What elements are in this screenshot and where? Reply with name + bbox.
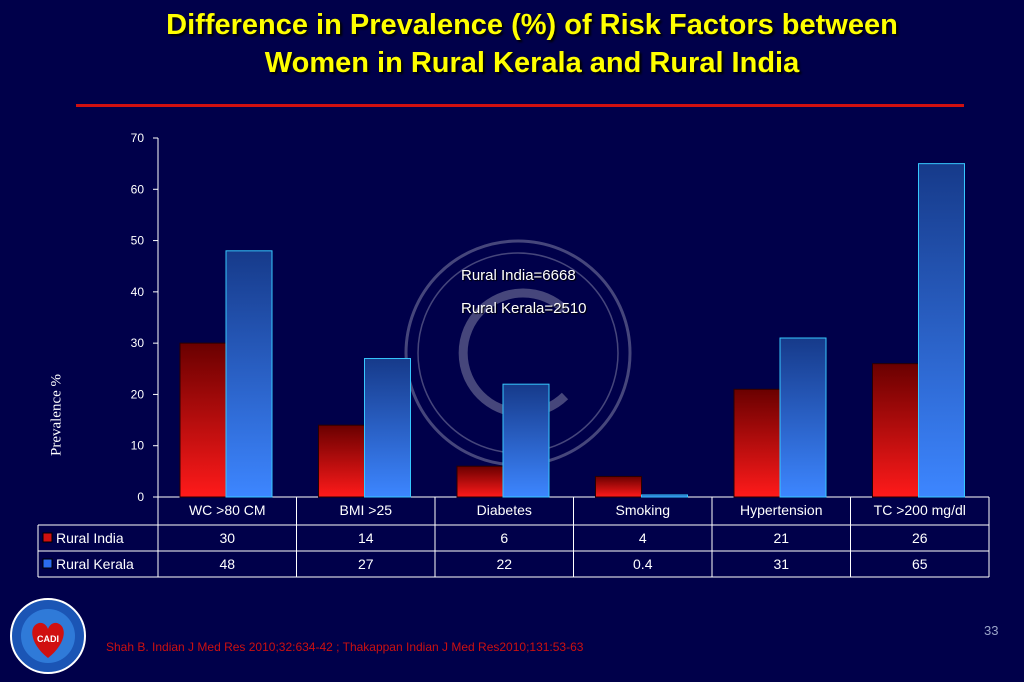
y-tick-label: 10: [131, 439, 145, 453]
legend-label: Rural India: [56, 530, 124, 546]
data-label: 6: [500, 530, 508, 546]
bar-rural-india: [872, 363, 919, 498]
citation-footnote: Shah B. Indian J Med Res 2010;32:634-42 …: [106, 640, 584, 654]
bar-rural-india: [456, 465, 504, 498]
legend-swatch: [42, 558, 53, 569]
y-axis-label: Prevalence %: [48, 373, 65, 457]
data-label: 26: [912, 530, 928, 546]
bar-rural-india: [595, 475, 642, 498]
data-label: 4: [639, 530, 647, 546]
y-tick-label: 0: [137, 490, 144, 504]
y-tick-label: 60: [131, 182, 145, 196]
y-tick-label: 30: [131, 336, 145, 350]
bar-rural-kerala: [918, 163, 965, 498]
data-label: 27: [358, 556, 374, 572]
data-label: 14: [358, 530, 374, 546]
data-label: 31: [773, 556, 789, 572]
logo-text: CADI: [37, 634, 59, 644]
x-category-label: Hypertension: [740, 502, 823, 518]
sample-size-rural-kerala: Rural Kerala=2510: [461, 300, 587, 317]
x-category-label: Smoking: [616, 502, 670, 518]
title-line-2: Women in Rural Kerala and Rural India: [264, 47, 800, 79]
y-tick-label: 50: [131, 234, 145, 248]
data-label: 21: [773, 530, 789, 546]
legend-swatch: [42, 532, 53, 543]
title-line-1: Difference in Prevalence (%) of Risk Fac…: [166, 9, 898, 41]
bar-rural-kerala: [779, 337, 827, 498]
bar-rural-kerala: [641, 494, 688, 498]
data-label: 22: [496, 556, 512, 572]
bar-rural-kerala: [225, 250, 273, 498]
title-divider: [76, 104, 964, 107]
x-category-label: Diabetes: [477, 502, 532, 518]
bar-rural-kerala: [502, 383, 550, 498]
y-tick-label: 70: [131, 131, 145, 145]
y-tick-label: 40: [131, 285, 145, 299]
x-category-label: WC >80 CM: [189, 502, 266, 518]
slide-number: 33: [984, 623, 999, 638]
bar-rural-kerala: [364, 358, 411, 498]
bar-rural-india: [733, 388, 781, 498]
bar-rural-india: [318, 424, 365, 498]
legend-label: Rural Kerala: [56, 556, 134, 572]
data-label: 65: [912, 556, 928, 572]
x-category-label: TC >200 mg/dl: [874, 502, 966, 518]
data-label: 0.4: [633, 556, 653, 572]
sample-size-rural-india: Rural India=6668: [461, 267, 576, 284]
cadi-logo: CADI: [10, 598, 86, 674]
x-category-label: BMI >25: [339, 502, 392, 518]
slide-title: Difference in Prevalence (%) of Risk Fac…: [60, 6, 1004, 82]
bar-rural-india: [179, 342, 227, 498]
data-label: 48: [219, 556, 235, 572]
y-tick-label: 20: [131, 387, 145, 401]
data-label: 30: [219, 530, 235, 546]
